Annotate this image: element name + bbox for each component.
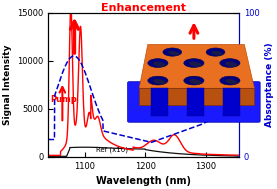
Ellipse shape [168,51,179,56]
Ellipse shape [225,79,238,84]
Bar [187,88,204,116]
Ellipse shape [184,76,204,85]
Bar [223,88,240,116]
Ellipse shape [148,59,168,67]
FancyBboxPatch shape [128,82,260,122]
Ellipse shape [148,76,168,85]
Text: Pump: Pump [50,95,77,104]
Y-axis label: Signal Intensity: Signal Intensity [3,45,12,125]
Ellipse shape [211,51,222,56]
Ellipse shape [220,59,240,67]
X-axis label: Wavelength (nm): Wavelength (nm) [96,176,191,186]
Polygon shape [139,44,254,88]
Text: Ref (x10): Ref (x10) [96,146,128,153]
Ellipse shape [189,61,202,67]
Ellipse shape [153,61,166,67]
Title: Enhancement: Enhancement [101,3,186,13]
Ellipse shape [163,48,182,56]
Y-axis label: Absorptance (%): Absorptance (%) [265,43,274,127]
Polygon shape [139,88,254,105]
Ellipse shape [220,76,240,85]
Ellipse shape [225,61,238,67]
Ellipse shape [184,59,204,67]
Ellipse shape [206,48,225,56]
Ellipse shape [153,79,166,84]
Bar [151,88,168,116]
Ellipse shape [189,79,202,84]
